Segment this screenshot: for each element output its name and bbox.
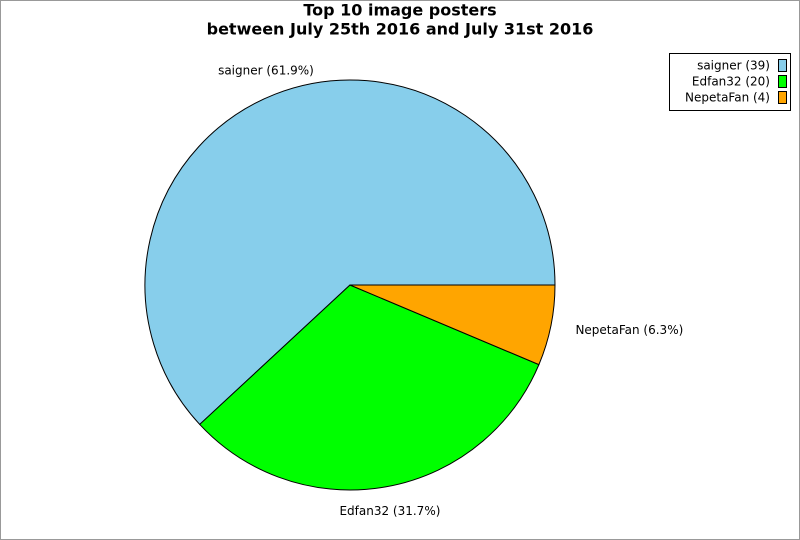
legend-swatch bbox=[778, 59, 787, 72]
legend-box bbox=[669, 53, 791, 111]
slice-label: NepetaFan (6.3%) bbox=[575, 323, 683, 337]
pie-slice bbox=[349, 284, 556, 366]
chart-title: Top 10 image posters bbox=[303, 1, 496, 20]
pie-slice bbox=[199, 284, 540, 491]
legend-swatch bbox=[778, 91, 787, 104]
slice-label: saigner (61.9%) bbox=[218, 63, 314, 77]
legend-label: NepetaFan (4) bbox=[685, 91, 770, 105]
legend-label: saigner (39) bbox=[697, 59, 770, 73]
slice-label: Edfan32 (31.7%) bbox=[339, 504, 440, 518]
legend-label: Edfan32 (20) bbox=[692, 75, 770, 89]
legend-swatch bbox=[778, 75, 787, 88]
chart-subtitle: between July 25th 2016 and July 31st 201… bbox=[207, 20, 594, 39]
pie-slice bbox=[144, 79, 556, 426]
